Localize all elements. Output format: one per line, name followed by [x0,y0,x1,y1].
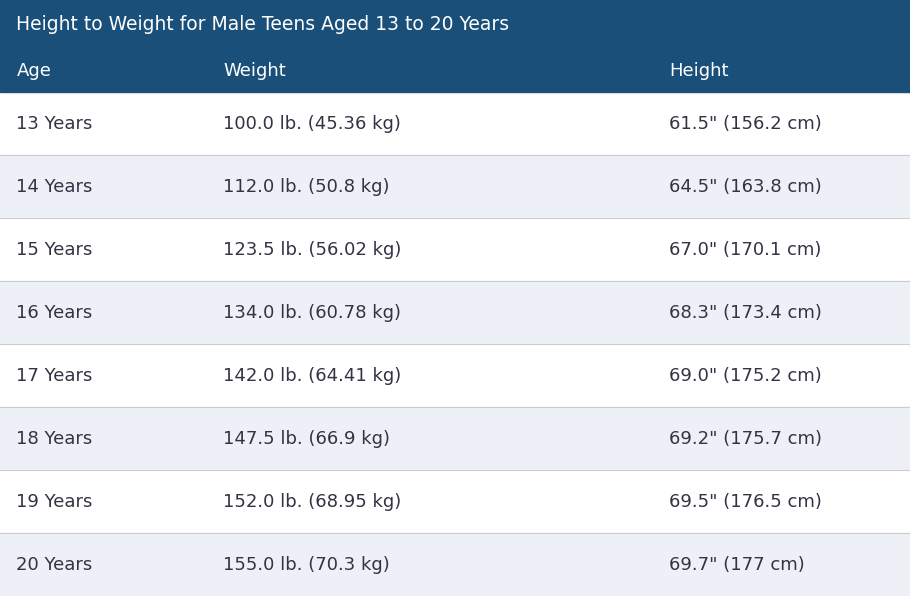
Text: 20 Years: 20 Years [16,555,93,573]
Text: 100.0 lb. (45.36 kg): 100.0 lb. (45.36 kg) [223,115,400,133]
Text: 155.0 lb. (70.3 kg): 155.0 lb. (70.3 kg) [223,555,389,573]
Bar [0,470,910,533]
Bar [0,49,910,92]
Text: 123.5 lb. (56.02 kg): 123.5 lb. (56.02 kg) [223,241,401,259]
Text: Height: Height [669,61,728,80]
Text: 19 Years: 19 Years [16,492,93,511]
Text: 69.0" (175.2 cm): 69.0" (175.2 cm) [669,367,822,384]
Text: 69.5" (176.5 cm): 69.5" (176.5 cm) [669,492,822,511]
Text: 134.0 lb. (60.78 kg): 134.0 lb. (60.78 kg) [223,304,401,322]
Text: 147.5 lb. (66.9 kg): 147.5 lb. (66.9 kg) [223,430,390,448]
Text: Age: Age [16,61,51,80]
Text: 142.0 lb. (64.41 kg): 142.0 lb. (64.41 kg) [223,367,401,384]
Text: Height to Weight for Male Teens Aged 13 to 20 Years: Height to Weight for Male Teens Aged 13 … [16,15,510,34]
Bar [0,218,910,281]
Text: 14 Years: 14 Years [16,178,93,196]
Text: 69.2" (175.7 cm): 69.2" (175.7 cm) [669,430,822,448]
Text: 13 Years: 13 Years [16,115,93,133]
Bar [0,156,910,218]
Bar [0,92,910,156]
Bar [0,407,910,470]
Bar [0,281,910,344]
Text: 67.0" (170.1 cm): 67.0" (170.1 cm) [669,241,821,259]
Text: 61.5" (156.2 cm): 61.5" (156.2 cm) [669,115,822,133]
Text: 112.0 lb. (50.8 kg): 112.0 lb. (50.8 kg) [223,178,389,196]
Text: 17 Years: 17 Years [16,367,93,384]
Bar [0,533,910,596]
Bar [0,0,910,49]
Bar [0,344,910,407]
Text: Weight: Weight [223,61,286,80]
Text: 152.0 lb. (68.95 kg): 152.0 lb. (68.95 kg) [223,492,401,511]
Text: 68.3" (173.4 cm): 68.3" (173.4 cm) [669,304,822,322]
Text: 18 Years: 18 Years [16,430,93,448]
Text: 69.7" (177 cm): 69.7" (177 cm) [669,555,804,573]
Text: 64.5" (163.8 cm): 64.5" (163.8 cm) [669,178,822,196]
Text: 15 Years: 15 Years [16,241,93,259]
Text: 16 Years: 16 Years [16,304,93,322]
